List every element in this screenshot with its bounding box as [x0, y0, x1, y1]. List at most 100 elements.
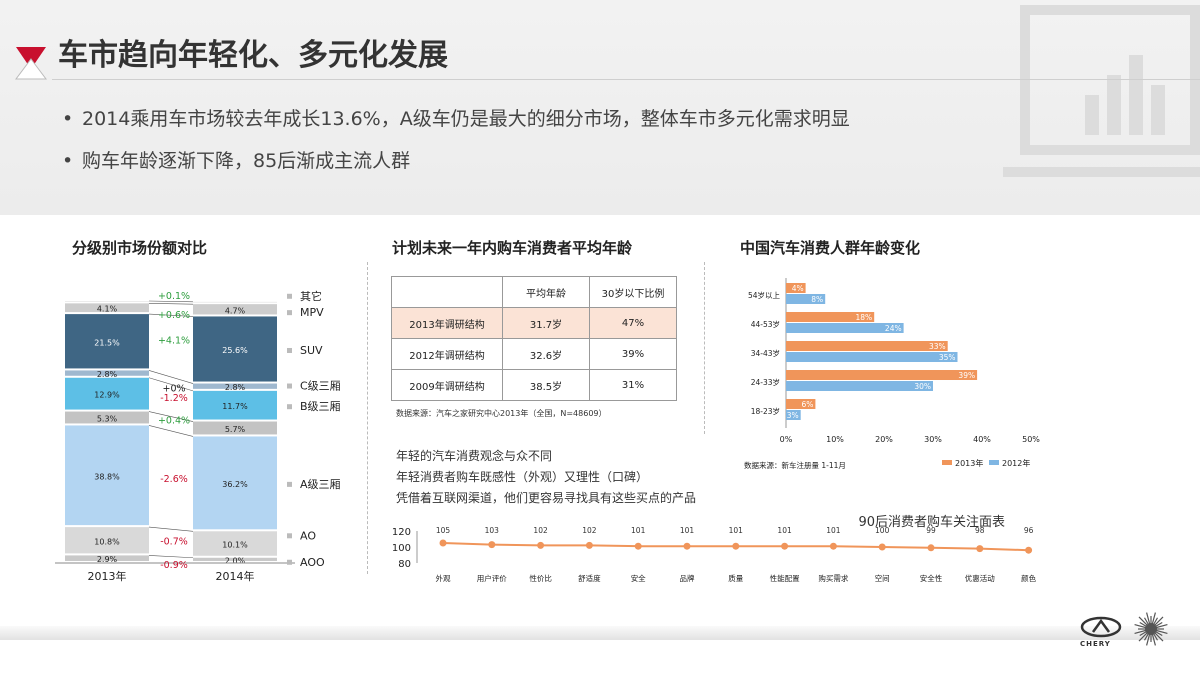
line-point: [488, 541, 496, 549]
age-legend-swatch: [942, 460, 952, 465]
table-header-cell: 平均年龄: [502, 276, 590, 308]
share-legend-label: AOO: [300, 556, 325, 569]
age-bar-label: 6%: [801, 400, 813, 409]
note-line: 凭借着互联网渠道，他们更容易寻找具有这些买点的产品: [396, 491, 697, 505]
age-category-label: 24-33岁: [751, 377, 780, 387]
share-change-label: -0.9%: [160, 560, 188, 571]
focus-line-chart: 90后消费者购车关注面表 120 100 80 105 外观 103 用户评价 102 性价比 10…: [392, 514, 1037, 583]
share-data-label: 10.1%: [222, 541, 248, 550]
title-divider: [52, 79, 1200, 80]
share-legend-swatch: [287, 383, 292, 389]
share-bar-segment: [65, 527, 149, 554]
share-bar-segment: [65, 425, 149, 526]
share-data-label: 2.8%: [97, 370, 118, 379]
age-bar: [786, 294, 826, 304]
age-bar-label: 4%: [792, 284, 804, 293]
age-bar-label: 33%: [929, 342, 946, 351]
share-bar-segment: [65, 377, 149, 410]
age-legend-swatch: [989, 460, 999, 465]
line-data-label: 101: [777, 526, 792, 535]
table-header-row: 平均年龄 30岁以下比例: [391, 276, 677, 308]
bullet-item: • 2014乘用车市场较去年成长13.6%，A级车仍是最大的细分市场，整体车市多元…: [62, 108, 850, 130]
table-row: 2013年调研结构 31.7岁 47%: [391, 307, 677, 339]
share-legend-label: AO: [300, 529, 316, 542]
share-connector-line: [148, 555, 194, 559]
age-legend-label: 2012年: [1002, 458, 1030, 468]
share-data-label: 5.3%: [97, 415, 118, 424]
share-data-label: 10.8%: [94, 537, 120, 546]
share-legend-swatch: [287, 481, 292, 487]
share-change-label: -2.6%: [160, 474, 188, 485]
share-change-label: +0.4%: [158, 416, 190, 427]
line-data-label: 101: [729, 526, 744, 535]
share-legend-label: 其它: [300, 289, 322, 303]
age-bar: [786, 312, 875, 322]
share-data-label: 4.1%: [97, 305, 118, 314]
share-data-label: 36.2%: [222, 480, 248, 489]
line-point: [927, 544, 935, 552]
line-point: [976, 545, 984, 553]
share-connector-line: [148, 425, 194, 437]
share-data-label: 2.8%: [225, 383, 246, 392]
share-legend-swatch: [287, 404, 292, 410]
age-bar: [786, 341, 948, 351]
line-category-label: 颜色: [1021, 573, 1036, 583]
share-connector-line: [148, 370, 194, 384]
survey-title: 计划未来一年内购车消费者平均年龄: [392, 239, 633, 257]
line-data-label: 102: [582, 526, 597, 535]
share-bar-segment: [65, 370, 149, 376]
table-cell: 2012年调研结构: [391, 338, 503, 370]
share-connector-line: [148, 303, 194, 305]
line-point: [585, 541, 593, 549]
share-legend-label: B级三厢: [300, 400, 341, 413]
age-tick-label: 20%: [875, 435, 893, 444]
share-connector-line: [148, 377, 194, 392]
line-point: [1025, 546, 1033, 554]
line-data-label: 96: [1024, 526, 1034, 535]
line-data-label: 101: [680, 526, 695, 535]
share-bar-segment: [193, 531, 277, 556]
line-data-label: 102: [533, 526, 548, 535]
survey-source: 数据来源：汽车之家研究中心2013年（全国，N=48609）: [396, 409, 607, 418]
share-change-label: +0.1%: [158, 291, 190, 302]
share-connector-line: [148, 313, 194, 317]
line-category-label: 购买需求: [818, 573, 848, 583]
table-cell: 2009年调研结构: [391, 369, 503, 401]
chery-logo: CHERY: [1080, 616, 1122, 648]
share-legend-swatch: [287, 310, 292, 316]
line-point: [439, 539, 447, 547]
table-row: 2012年调研结构 32.6岁 39%: [391, 338, 677, 370]
table-cell: 39%: [589, 338, 677, 370]
share-bar-segment: [65, 314, 149, 369]
age-bar: [786, 283, 806, 293]
age-tick-label: 10%: [826, 435, 844, 444]
line-chart-title: 90后消费者购车关注面表: [858, 514, 1005, 530]
line-point: [634, 542, 642, 550]
share-data-label: 12.9%: [94, 391, 120, 400]
share-bar-segment: [65, 303, 149, 313]
share-bar-segment: [193, 421, 277, 435]
age-bar: [786, 381, 933, 391]
bullet-item: • 购车年龄逐渐下降，85后渐成主流人群: [62, 150, 411, 172]
age-tick-label: 40%: [973, 435, 991, 444]
line-category-label: 用户评价: [477, 573, 507, 583]
share-change-label: -0.7%: [160, 536, 188, 547]
share-bar-segment: [65, 411, 149, 424]
line-tick-label: 80: [398, 559, 411, 570]
age-bar-label: 8%: [811, 295, 823, 304]
share-bar-segment: [65, 555, 149, 561]
line-point: [683, 542, 691, 550]
age-bar-label: 24%: [885, 324, 902, 333]
share-chart-title: 分级别市场份额对比: [72, 239, 208, 257]
table-cell: 31.7岁: [502, 307, 590, 339]
share-change-label: -1.2%: [160, 393, 188, 404]
share-bar-segment: [193, 436, 277, 530]
line-category-label: 品牌: [680, 573, 695, 583]
bullet-text: 购车年龄逐渐下降，85后渐成主流人群: [82, 150, 411, 172]
share-bar-segment: [65, 301, 149, 302]
age-tick-label: 30%: [924, 435, 942, 444]
market-share-chart: 2.9% 10.8% 38.8% 5.3% 12.9% 2.8% 21.5% 4.1% 2013…: [55, 289, 341, 583]
share-data-label: 11.7%: [222, 402, 248, 411]
age-bar-label: 30%: [914, 382, 931, 391]
share-data-label: 5.7%: [225, 425, 246, 434]
